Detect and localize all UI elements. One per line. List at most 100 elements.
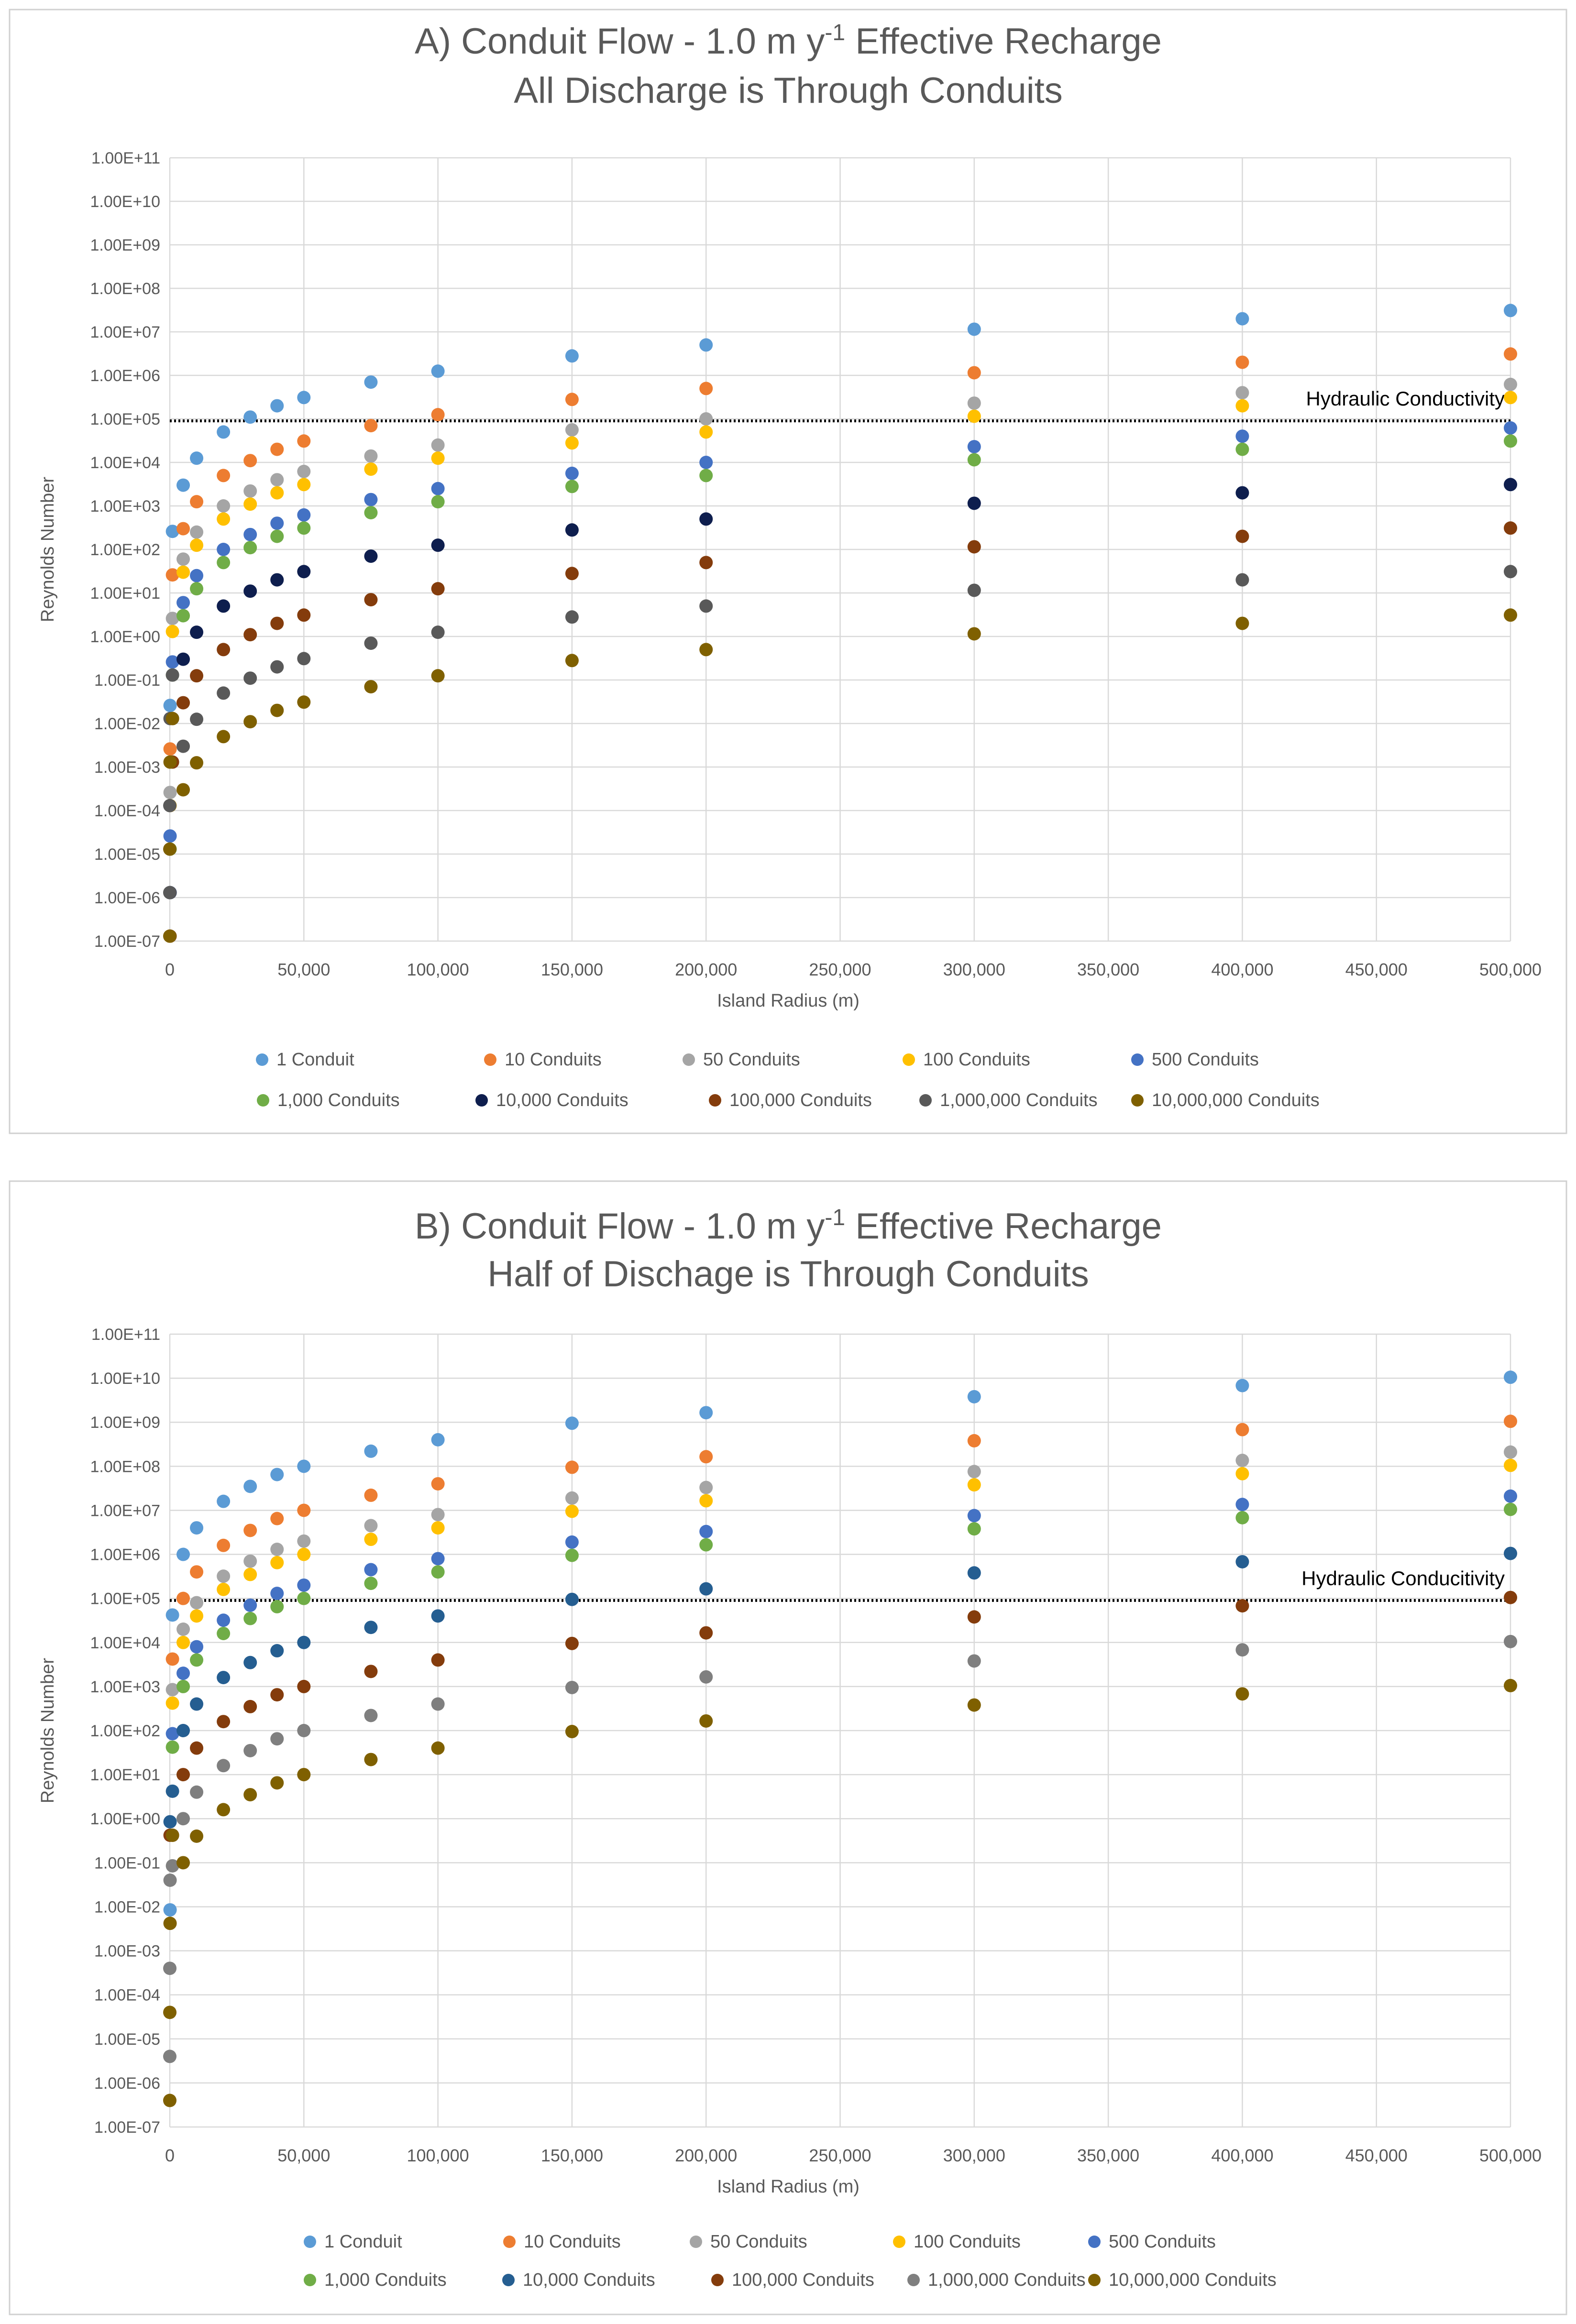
chart-a-x-tick-label: 150,000 (541, 960, 603, 979)
chart-a-data-point (217, 599, 231, 613)
chart-a-legend-marker (257, 1094, 269, 1107)
chart-b-data-point (243, 1655, 257, 1669)
chart-a-data-point (297, 478, 311, 492)
chart-b-legend-marker (1088, 2274, 1101, 2286)
chart-a-data-point (699, 599, 713, 613)
chart-a-data-point (163, 755, 177, 769)
chart-b-data-point (565, 1460, 579, 1474)
chart-b-data-point (364, 1621, 378, 1634)
chart-a-x-tick-label: 100,000 (407, 960, 469, 979)
chart-a-legend-marker (919, 1094, 932, 1107)
chart-a-title: A) Conduit Flow - 1.0 m y-1 Effective Re… (415, 20, 1162, 62)
chart-a-legend-label: 1,000,000 Conduits (940, 1090, 1098, 1110)
chart-b-data-point (176, 1812, 190, 1826)
chart-b-data-point (163, 2094, 177, 2107)
chart-b-data-point (165, 1740, 179, 1754)
chart-b-data-point (699, 1406, 713, 1420)
chart-b-data-point (270, 1512, 284, 1525)
chart-b-data-point (297, 1768, 311, 1782)
chart-a-data-point (699, 412, 713, 426)
chart-a-data-point (364, 636, 378, 650)
chart-a-data-point (967, 322, 981, 336)
chart-a-data-point (364, 419, 378, 433)
chart-b-data-point (176, 1724, 190, 1737)
chart-a-legend-marker (1131, 1053, 1144, 1066)
chart-a-legend-label: 1 Conduit (276, 1050, 354, 1070)
chart-b-data-point (364, 1519, 378, 1533)
chart-b-legend-label: 100 Conduits (914, 2232, 1021, 2252)
chart-a-data-point (190, 451, 204, 465)
chart-a-data-point (243, 584, 257, 598)
chart-a-data-point (364, 375, 378, 389)
chart-b-data-point (270, 1688, 284, 1702)
chart-b-data-point (243, 1524, 257, 1537)
chart-a-data-point (1235, 355, 1249, 369)
chart-a-data-point (431, 625, 445, 639)
chart-a-data-point (270, 516, 284, 530)
chart-b-data-point (431, 1609, 445, 1623)
chart-a-hydraulic-conductivity-label: Hydraulic Conductivity (1306, 387, 1505, 410)
chart-b-legend-marker (893, 2236, 905, 2248)
chart-b-data-point (431, 1477, 445, 1491)
chart-b-series-10 (163, 1678, 1517, 2107)
chart-b-data-point (217, 1715, 231, 1729)
chart-b-data-point (565, 1592, 579, 1606)
chart-b-data-point (270, 1468, 284, 1481)
chart-a-data-point (699, 425, 713, 439)
chart-a-data-point (431, 482, 445, 495)
chart-b-x-tick-label: 0 (165, 2146, 175, 2165)
chart-b-x-tick-label: 50,000 (277, 2146, 330, 2165)
chart-a-data-point (431, 438, 445, 452)
chart-a-y-tick-label: 1.00E+05 (90, 410, 160, 428)
chart-a-data-point (297, 565, 311, 579)
chart-b-data-point (217, 1494, 231, 1508)
chart-a-data-point (165, 712, 179, 725)
chart-a-series-2 (163, 347, 1517, 756)
chart-a-x-tick-label: 250,000 (809, 960, 871, 979)
chart-a-data-point (297, 508, 311, 522)
chart-b-data-point (165, 1652, 179, 1666)
chart-b-data-point (270, 1600, 284, 1613)
chart-b-data-point (243, 1699, 257, 1713)
chart-b-data-point (243, 1554, 257, 1568)
chart-b-series-6 (165, 1502, 1517, 1754)
chart-b-y-tick-label: 1.00E+00 (90, 1810, 160, 1828)
chart-b-data-point (217, 1613, 231, 1627)
chart-b-data-point (565, 1491, 579, 1505)
chart-a-legend-marker (709, 1094, 721, 1107)
chart-b-x-tick-label: 150,000 (541, 2146, 603, 2165)
chart-b-data-point (1504, 1634, 1517, 1648)
chart-b-data-point (1235, 1498, 1249, 1512)
chart-b-data-point (163, 2006, 177, 2019)
chart-b-series-7 (163, 1546, 1517, 1829)
chart-b-y-tick-label: 1.00E-06 (94, 2074, 160, 2093)
chart-a-data-point (364, 493, 378, 506)
chart-a-y-tick-label: 1.00E-05 (94, 845, 160, 864)
chart-a-data-point (967, 627, 981, 641)
chart-b-data-point (431, 1508, 445, 1522)
chart-b-data-point (163, 1815, 177, 1829)
chart-b-data-point (967, 1434, 981, 1447)
chart-b-data-point (1504, 1370, 1517, 1384)
chart-a-data-point (431, 669, 445, 683)
chart-b-data-point (364, 1533, 378, 1546)
chart-b-legend-marker (690, 2236, 702, 2248)
chart-a-data-point (1235, 442, 1249, 456)
chart-b-data-point (565, 1535, 579, 1549)
chart-b-data-point (270, 1587, 284, 1600)
chart-a-data-point (431, 364, 445, 378)
chart-b-data-point (699, 1670, 713, 1684)
chart-b-data-point (1235, 1511, 1249, 1524)
chart-b-data-point (176, 1635, 190, 1649)
chart-a-data-point (967, 583, 981, 597)
chart-b-y-tick-label: 1.00E+09 (90, 1414, 160, 1432)
chart-b-data-point (565, 1680, 579, 1694)
chart-b-series-2 (165, 1414, 1517, 1666)
chart-a-y-tick-label: 1.00E+01 (90, 584, 160, 603)
chart-a-data-point (217, 543, 231, 556)
chart-b-data-point (165, 1696, 179, 1710)
chart-b-series-4 (165, 1458, 1517, 1710)
chart-a-data-point (243, 527, 257, 541)
chart-a-data-point (163, 842, 177, 856)
chart-b-data-point (165, 1727, 179, 1741)
